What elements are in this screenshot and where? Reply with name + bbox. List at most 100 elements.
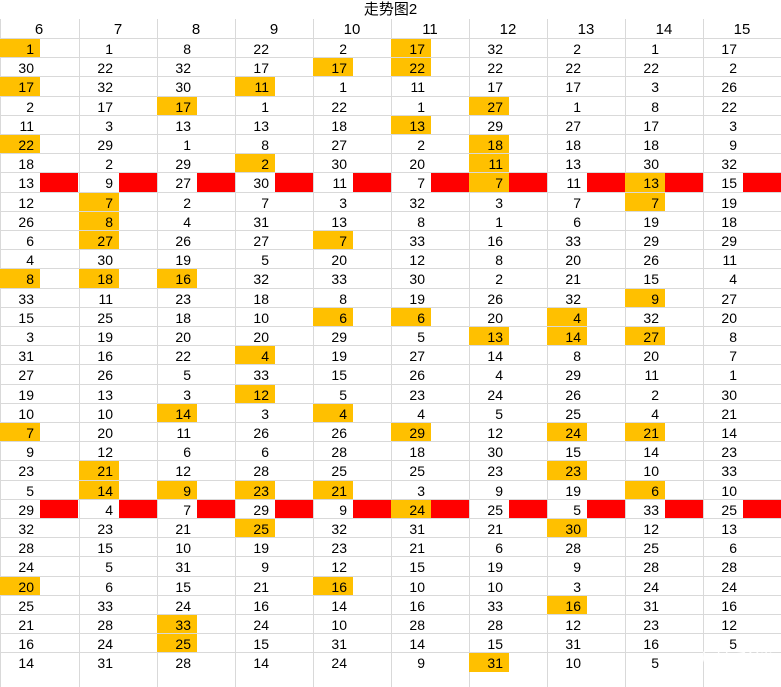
number-cell[interactable]: 13 xyxy=(175,118,191,134)
number-cell[interactable]: 4 xyxy=(417,406,425,422)
number-cell[interactable]: 10 xyxy=(643,463,659,479)
number-cell[interactable]: 2 xyxy=(495,271,503,287)
number-cell[interactable]: 30 xyxy=(409,271,425,287)
number-cell[interactable]: 10 xyxy=(175,540,191,556)
number-cell[interactable]: 20 xyxy=(565,252,581,268)
number-cell[interactable]: 11 xyxy=(176,425,191,441)
number-cell[interactable]: 14 xyxy=(487,348,503,364)
number-cell[interactable]: 23 xyxy=(643,617,659,633)
number-cell[interactable]: 27 xyxy=(18,367,34,383)
number-cell[interactable]: 20 xyxy=(721,310,737,326)
number-cell[interactable]: 4 xyxy=(105,502,113,518)
highlighted-number-cell[interactable]: 9 xyxy=(157,481,197,500)
number-cell[interactable]: 28 xyxy=(253,463,269,479)
number-cell[interactable]: 29 xyxy=(253,502,269,518)
number-cell[interactable]: 5 xyxy=(651,655,659,671)
number-cell[interactable]: 5 xyxy=(261,252,269,268)
number-cell[interactable]: 12 xyxy=(18,195,34,211)
highlighted-number-cell[interactable]: 14 xyxy=(79,481,119,500)
number-cell[interactable]: 17 xyxy=(253,60,269,76)
highlighted-number-cell[interactable]: 17 xyxy=(157,97,197,116)
number-cell[interactable]: 9 xyxy=(26,444,34,460)
number-cell[interactable]: 8 xyxy=(495,252,503,268)
number-cell[interactable]: 25 xyxy=(487,502,503,518)
number-cell[interactable]: 33 xyxy=(18,291,34,307)
number-cell[interactable]: 15 xyxy=(331,367,347,383)
highlighted-number-cell[interactable]: 22 xyxy=(391,58,431,77)
number-cell[interactable]: 23 xyxy=(331,540,347,556)
number-cell[interactable]: 2 xyxy=(26,99,34,115)
highlighted-number-cell[interactable]: 4 xyxy=(313,404,353,423)
number-cell[interactable]: 21 xyxy=(409,540,425,556)
number-cell[interactable]: 20 xyxy=(409,156,425,172)
number-cell[interactable]: 33 xyxy=(721,463,737,479)
number-cell[interactable]: 26 xyxy=(565,387,581,403)
highlighted-number-cell[interactable]: 29 xyxy=(391,423,431,442)
number-cell[interactable]: 19 xyxy=(18,387,34,403)
number-cell[interactable]: 15 xyxy=(18,310,34,326)
number-cell[interactable]: 4 xyxy=(495,367,503,383)
number-cell[interactable]: 22 xyxy=(331,99,347,115)
number-cell[interactable]: 9 xyxy=(261,559,269,575)
number-cell[interactable]: 26 xyxy=(409,367,425,383)
number-cell[interactable]: 2 xyxy=(105,156,113,172)
number-cell[interactable]: 22 xyxy=(97,60,113,76)
highlighted-number-cell[interactable]: 17 xyxy=(391,39,431,58)
highlighted-number-cell[interactable]: 17 xyxy=(313,58,353,77)
highlighted-number-cell[interactable]: 7 xyxy=(469,173,509,192)
number-cell[interactable]: 1 xyxy=(261,99,269,115)
number-cell[interactable]: 30 xyxy=(97,252,113,268)
number-cell[interactable]: 22 xyxy=(721,99,737,115)
number-cell[interactable]: 12 xyxy=(565,617,581,633)
number-cell[interactable]: 9 xyxy=(573,559,581,575)
number-cell[interactable]: 12 xyxy=(487,425,503,441)
number-cell[interactable]: 20 xyxy=(253,329,269,345)
number-cell[interactable]: 21 xyxy=(175,521,191,537)
number-cell[interactable]: 22 xyxy=(175,348,191,364)
number-cell[interactable]: 19 xyxy=(409,291,425,307)
number-cell[interactable]: 32 xyxy=(175,60,191,76)
number-cell[interactable]: 16 xyxy=(97,348,113,364)
highlighted-number-cell[interactable]: 23 xyxy=(547,461,587,480)
number-cell[interactable]: 27 xyxy=(175,175,191,191)
highlighted-number-cell[interactable]: 6 xyxy=(391,308,431,327)
number-cell[interactable]: 33 xyxy=(643,502,659,518)
number-cell[interactable]: 15 xyxy=(643,271,659,287)
highlighted-number-cell[interactable]: 20 xyxy=(0,577,40,596)
number-cell[interactable]: 9 xyxy=(417,655,425,671)
number-cell[interactable]: 25 xyxy=(643,540,659,556)
number-cell[interactable]: 3 xyxy=(261,406,269,422)
number-cell[interactable]: 25 xyxy=(565,406,581,422)
number-cell[interactable]: 13 xyxy=(18,175,34,191)
number-cell[interactable]: 8 xyxy=(417,214,425,230)
number-cell[interactable]: 10 xyxy=(721,483,737,499)
highlighted-number-cell[interactable]: 7 xyxy=(79,193,119,212)
number-cell[interactable]: 6 xyxy=(26,233,34,249)
number-cell[interactable]: 23 xyxy=(409,387,425,403)
number-cell[interactable]: 3 xyxy=(26,329,34,345)
number-cell[interactable]: 2 xyxy=(339,41,347,57)
highlighted-number-cell[interactable]: 13 xyxy=(469,327,509,346)
number-cell[interactable]: 27 xyxy=(331,137,347,153)
number-cell[interactable]: 25 xyxy=(97,310,113,326)
number-cell[interactable]: 32 xyxy=(331,521,347,537)
number-cell[interactable]: 11 xyxy=(410,79,425,95)
number-cell[interactable]: 12 xyxy=(409,252,425,268)
number-cell[interactable]: 20 xyxy=(643,348,659,364)
number-cell[interactable]: 25 xyxy=(18,598,34,614)
number-cell[interactable]: 17 xyxy=(97,99,113,115)
number-cell[interactable]: 3 xyxy=(495,195,503,211)
highlighted-number-cell[interactable]: 17 xyxy=(0,77,40,96)
number-cell[interactable]: 11 xyxy=(566,175,581,191)
number-cell[interactable]: 28 xyxy=(643,559,659,575)
number-cell[interactable]: 6 xyxy=(105,579,113,595)
number-cell[interactable]: 6 xyxy=(261,444,269,460)
number-cell[interactable]: 18 xyxy=(409,444,425,460)
number-cell[interactable]: 7 xyxy=(573,195,581,211)
number-cell[interactable]: 8 xyxy=(729,329,737,345)
number-cell[interactable]: 29 xyxy=(721,233,737,249)
number-cell[interactable]: 17 xyxy=(643,118,659,134)
number-cell[interactable]: 33 xyxy=(97,598,113,614)
number-cell[interactable]: 29 xyxy=(331,329,347,345)
number-cell[interactable]: 10 xyxy=(253,310,269,326)
